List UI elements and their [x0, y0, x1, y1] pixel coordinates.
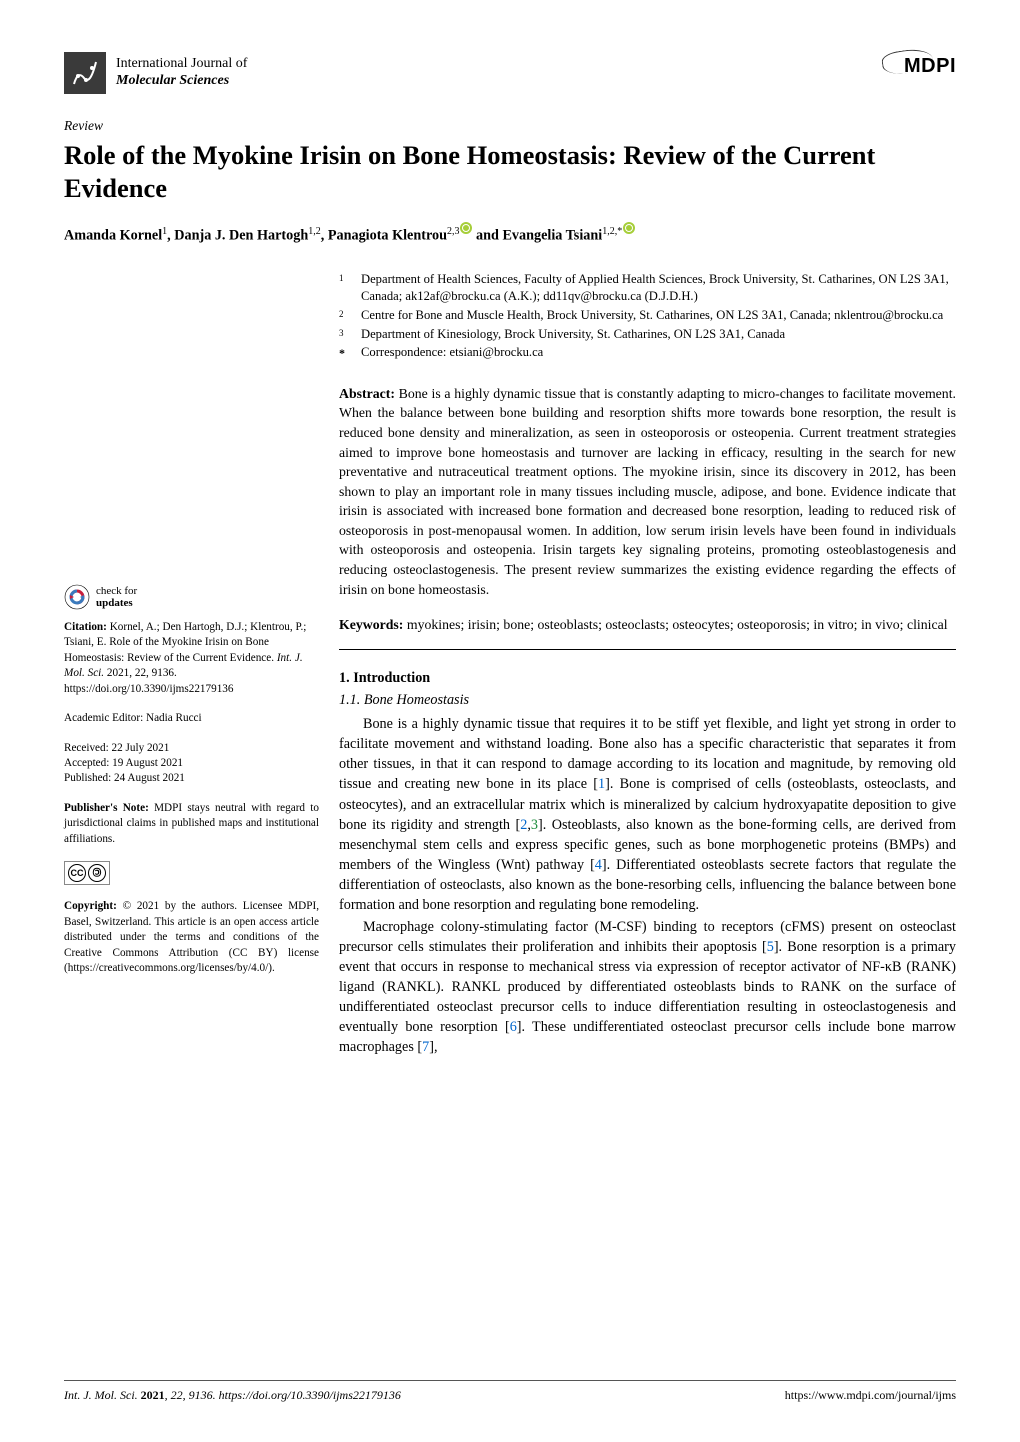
cc-license-icon: CC 🄯	[64, 861, 110, 885]
citation-block: Citation: Kornel, A.; Den Hartogh, D.J.;…	[64, 620, 319, 697]
abstract-text: Bone is a highly dynamic tissue that is …	[339, 386, 956, 597]
affiliation-3: Department of Kinesiology, Brock Univers…	[361, 326, 785, 344]
correspondence: Correspondence: etsiani@brocku.ca	[361, 344, 543, 362]
journal-block: International Journal of Molecular Scien…	[64, 52, 247, 94]
orcid-icon	[623, 222, 635, 234]
body-text: Bone is a highly dynamic tissue that req…	[339, 714, 956, 1058]
ref-link[interactable]: 4	[595, 857, 602, 873]
editor-block: Academic Editor: Nadia Rucci	[64, 711, 319, 726]
footer-right[interactable]: https://www.mdpi.com/journal/ijms	[785, 1387, 956, 1404]
abstract-label: Abstract:	[339, 386, 395, 401]
affiliation-2: Centre for Bone and Muscle Health, Brock…	[361, 307, 943, 325]
article-title: Role of the Myokine Irisin on Bone Homeo…	[64, 139, 956, 207]
affiliation-1: Department of Health Sciences, Faculty o…	[361, 271, 956, 306]
mdpi-logo: MDPI	[904, 52, 956, 81]
keywords-label: Keywords:	[339, 617, 403, 632]
ref-link[interactable]: 5	[767, 939, 774, 955]
sidebar: check for updates Citation: Kornel, A.; …	[64, 384, 319, 1059]
journal-line2: Molecular Sciences	[116, 73, 247, 90]
footer-left: Int. J. Mol. Sci. 2021, 22, 9136. https:…	[64, 1387, 401, 1404]
author-1: Amanda Kornel	[64, 228, 162, 244]
publishers-note-block: Publisher's Note: MDPI stays neutral wit…	[64, 801, 319, 847]
main-content: Abstract: Bone is a highly dynamic tissu…	[339, 384, 956, 1059]
ref-link[interactable]: 6	[510, 1019, 517, 1035]
affiliations: 1Department of Health Sciences, Faculty …	[339, 271, 956, 362]
license-block: CC 🄯	[64, 861, 319, 885]
dates-block: Received: 22 July 2021 Accepted: 19 Augu…	[64, 741, 319, 787]
section-heading: 1. Introduction	[339, 668, 956, 689]
check-updates-icon	[64, 584, 90, 610]
divider	[339, 649, 956, 650]
keywords-text: myokines; irisin; bone; osteoblasts; ost…	[403, 617, 947, 632]
footer: Int. J. Mol. Sci. 2021, 22, 9136. https:…	[64, 1380, 956, 1404]
article-type: Review	[64, 116, 956, 136]
journal-logo-icon	[64, 52, 106, 94]
ref-link[interactable]: 2	[520, 817, 527, 833]
header-row: International Journal of Molecular Scien…	[64, 52, 956, 94]
check-updates-badge[interactable]: check for updates	[64, 584, 319, 610]
ref-link[interactable]: 3	[531, 817, 538, 833]
authors: Amanda Kornel1, Danja J. Den Hartogh1,2,…	[64, 222, 956, 246]
subsection-heading: 1.1. Bone Homeostasis	[339, 690, 956, 711]
journal-line1: International Journal of	[116, 56, 247, 73]
copyright-block: Copyright: © 2021 by the authors. Licens…	[64, 899, 319, 976]
orcid-icon	[460, 222, 472, 234]
